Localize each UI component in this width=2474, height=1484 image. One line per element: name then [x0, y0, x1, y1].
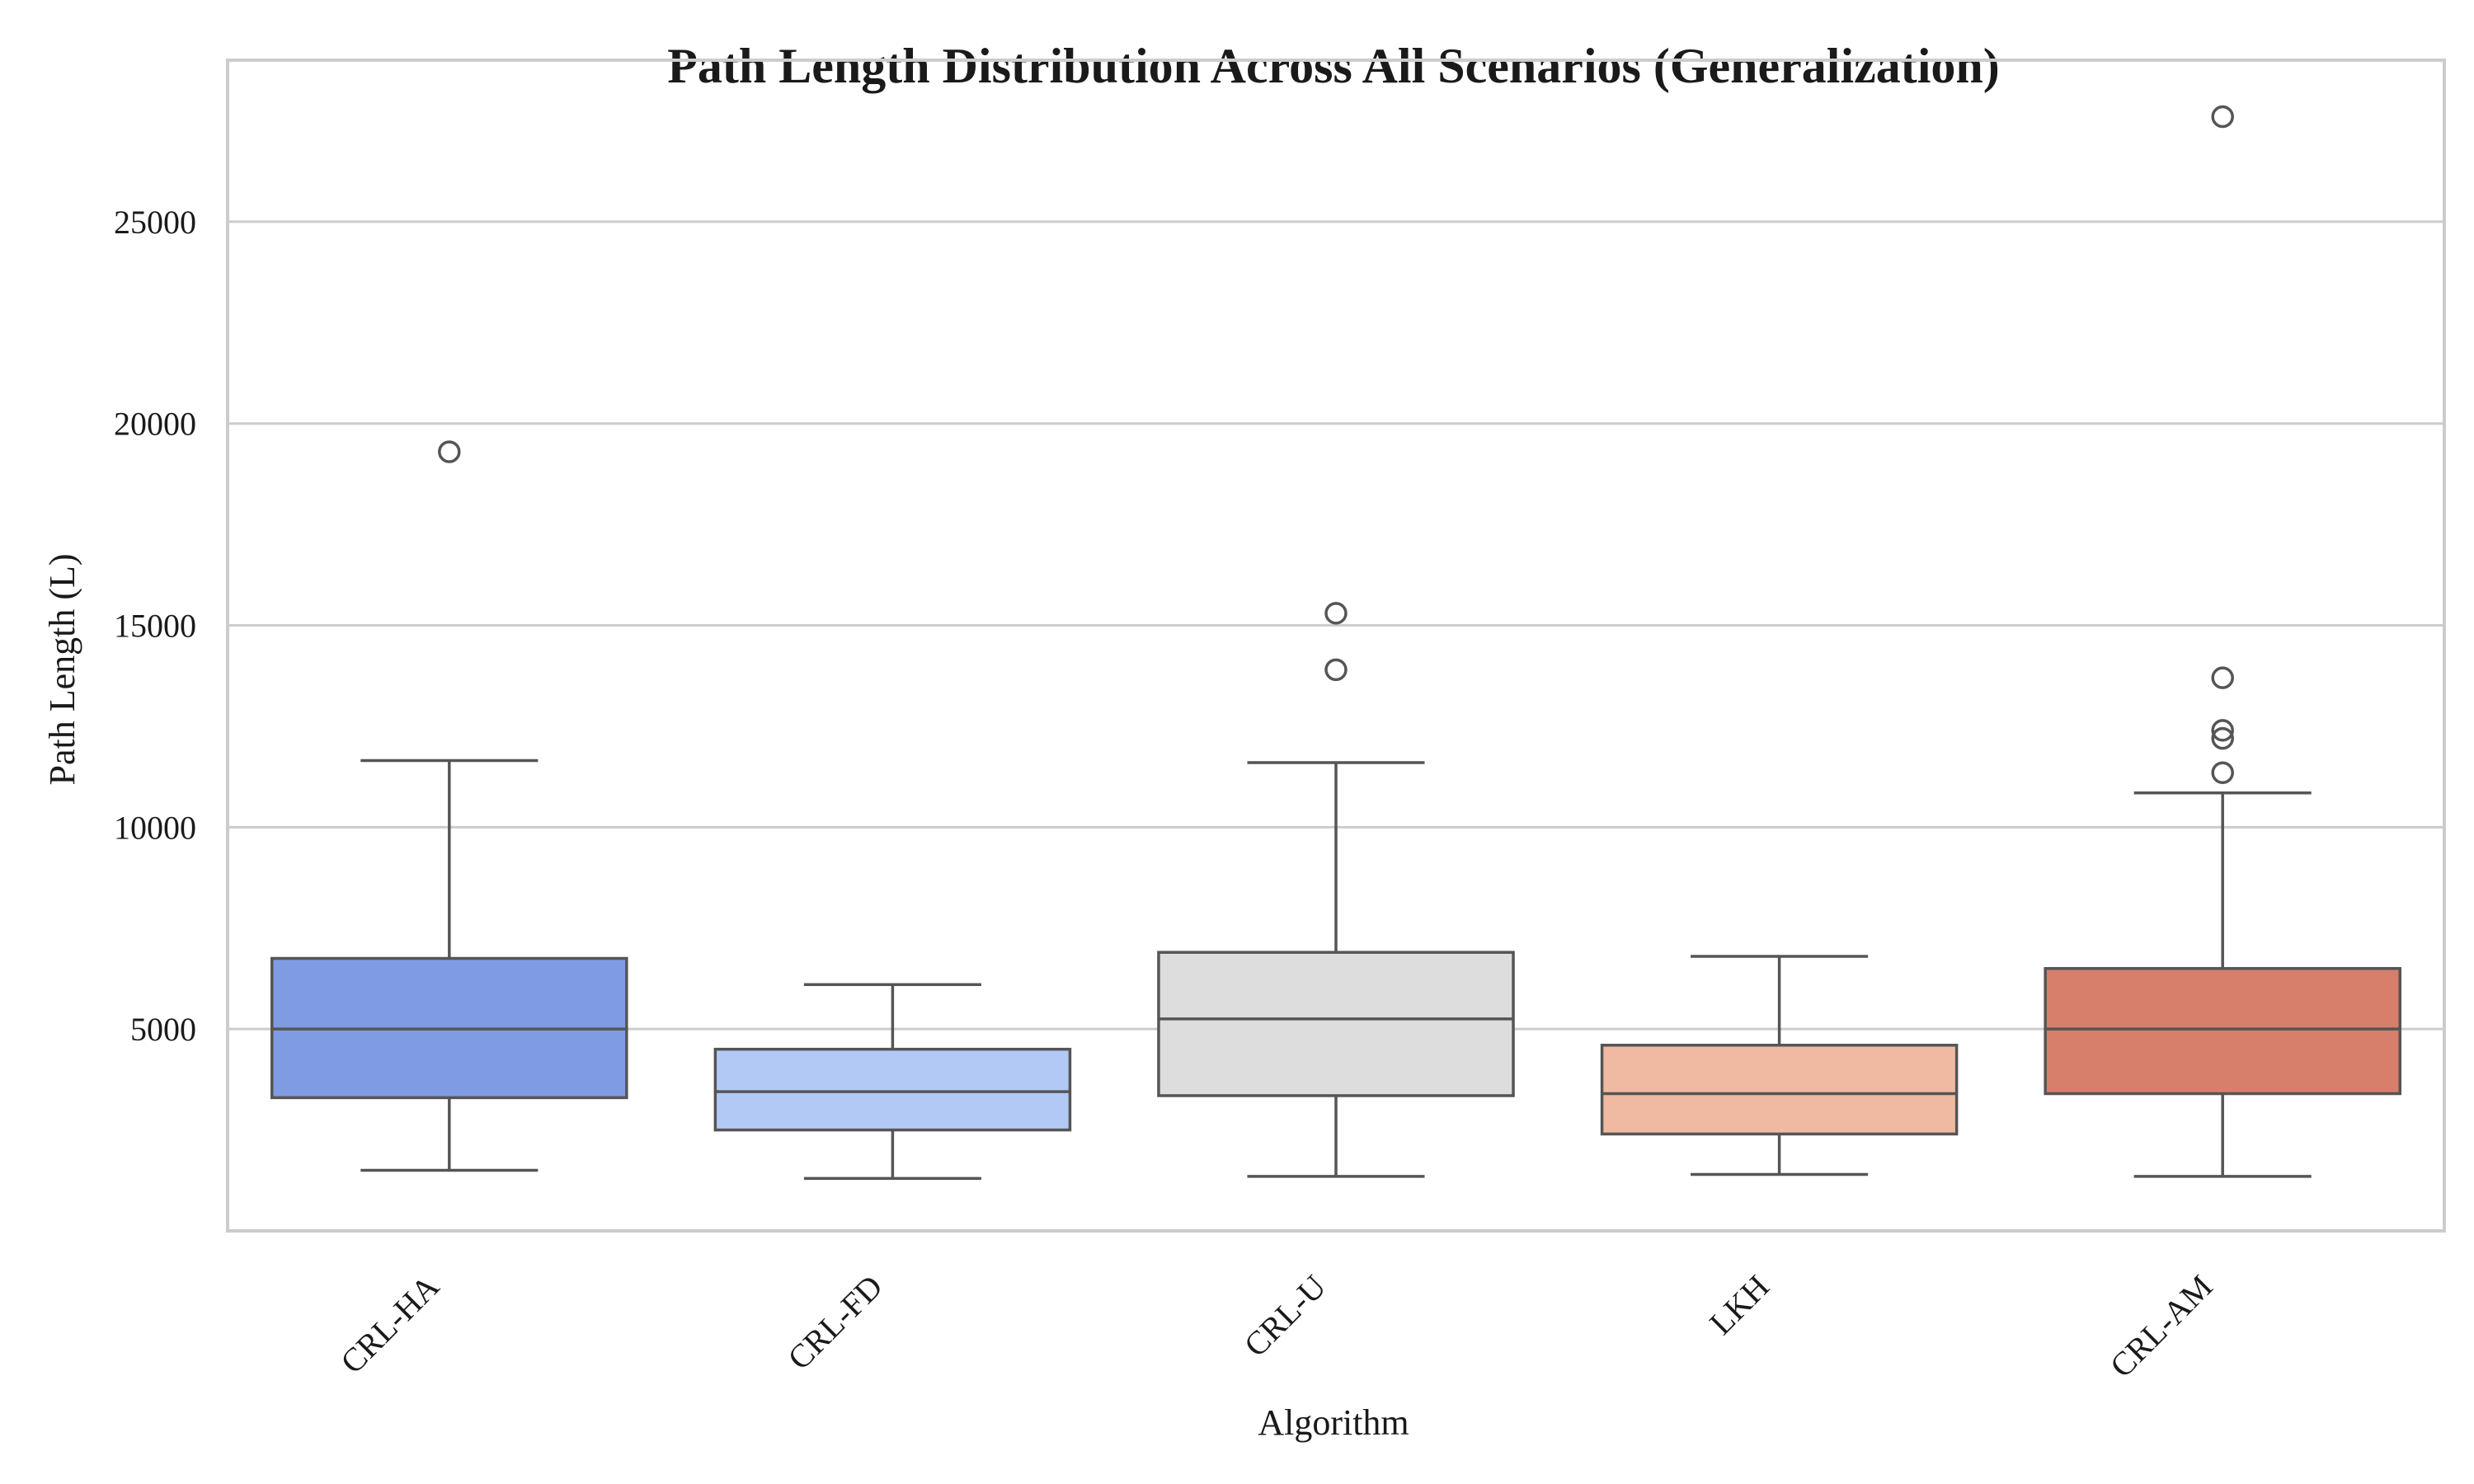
- y-tick-label: 15000: [114, 608, 196, 645]
- outlier-point: [2211, 719, 2234, 742]
- outlier-point: [2211, 761, 2234, 784]
- box-iqr: [2044, 966, 2401, 1096]
- box-group-crl-fd: [713, 983, 1072, 1181]
- outlier-point: [1324, 602, 1348, 625]
- outlier-point: [2211, 105, 2234, 129]
- box-group-lkh: [1600, 955, 1959, 1176]
- x-tick-label: CRL-HA: [333, 1267, 446, 1380]
- outlier-point: [438, 440, 461, 463]
- y-tick-label: 20000: [114, 406, 196, 443]
- box-iqr: [1157, 951, 1515, 1097]
- box-plots: [270, 105, 2401, 1181]
- x-tick-label: CRL-FD: [780, 1268, 889, 1377]
- box-iqr: [713, 1047, 1072, 1132]
- box-group-crl-u: [1157, 602, 1515, 1178]
- y-tick-label: 5000: [130, 1011, 196, 1048]
- x-tick-label: LKH: [1702, 1268, 1776, 1342]
- x-axis-label: Algorithm: [1258, 1402, 1409, 1443]
- outlier-point: [2211, 726, 2234, 750]
- plot-frame: [226, 59, 2446, 1233]
- outlier-point: [1324, 658, 1348, 682]
- x-tick-label: CRL-U: [1237, 1267, 1333, 1364]
- outlier-point: [2211, 666, 2234, 689]
- x-tick-labels: CRL-HA CRL-FD CRL-U LKH CRL-AM: [333, 1267, 2220, 1384]
- box-group-crl-am: [2044, 105, 2401, 1178]
- y-tick-labels: 5000 10000 15000 20000 25000: [114, 204, 196, 1048]
- box-iqr: [1600, 1044, 1959, 1136]
- y-tick-label: 25000: [114, 204, 196, 241]
- x-tick-label: CRL-AM: [2103, 1268, 2220, 1385]
- y-tick-label: 10000: [114, 809, 196, 846]
- y-axis-label: Path Length (L): [42, 553, 82, 785]
- chart-title: Path Length Distribution Across All Scen…: [667, 39, 2000, 93]
- box-group-crl-ha: [270, 440, 628, 1172]
